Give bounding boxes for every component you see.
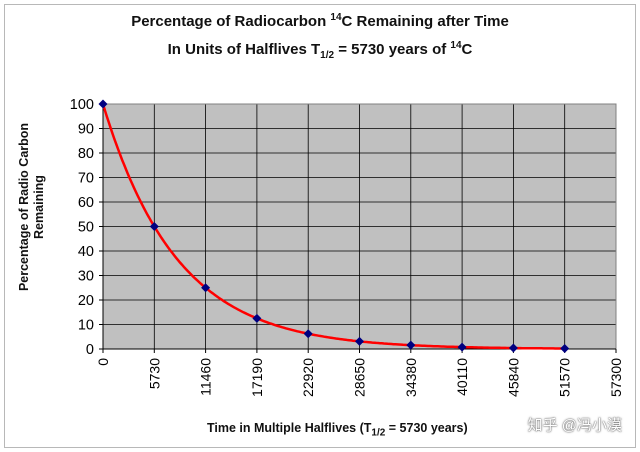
watermark: 知乎 @冯小漠	[527, 417, 622, 434]
series-line	[101, 103, 565, 350]
y-tick-label: 0	[86, 342, 94, 358]
x-tick-label: 5730	[146, 358, 162, 389]
x-tick-label: 40110	[454, 358, 470, 396]
x-tick-label: 28650	[352, 358, 368, 397]
y-tick-label: 50	[78, 220, 94, 236]
data-point	[457, 342, 467, 352]
y-tick-label: 70	[78, 171, 94, 187]
chart-title-line-1: Percentage of Radiocarbon 14C Remaining …	[131, 12, 509, 30]
data-point	[406, 340, 416, 350]
data-point	[355, 336, 364, 346]
y-tick-label: 10	[78, 318, 94, 334]
data-point	[560, 344, 570, 354]
x-tick-label: 57300	[608, 358, 624, 397]
y-tick-label: 40	[78, 244, 94, 260]
x-tick-label: 45840	[505, 358, 521, 397]
x-tick-label: 22920	[300, 358, 316, 397]
y-tick-label: 20	[78, 293, 94, 309]
x-tick-label: 34380	[403, 358, 419, 397]
x-tick-label: 0	[95, 358, 111, 366]
data-point	[508, 343, 518, 353]
y-tick-label: 90	[78, 122, 94, 138]
x-axis-label: Time in Multiple Halflives (T1/2 = 5730 …	[207, 421, 468, 439]
data-point	[149, 222, 159, 231]
chart-title-line-2: In Units of Halflives T1/2 = 5730 years …	[167, 40, 473, 61]
data-point	[98, 99, 108, 109]
y-tick-label: 100	[70, 97, 94, 113]
y-tick-label: 30	[78, 269, 94, 285]
data-point	[303, 329, 313, 339]
y-tick-label: 80	[78, 146, 94, 162]
x-tick-label: 51570	[557, 358, 573, 397]
data-point	[252, 313, 262, 323]
y-tick-label: 60	[78, 195, 94, 211]
x-tick-label: 11460	[198, 358, 214, 396]
x-tick-label: 17190	[249, 358, 265, 397]
data-point	[201, 283, 211, 293]
